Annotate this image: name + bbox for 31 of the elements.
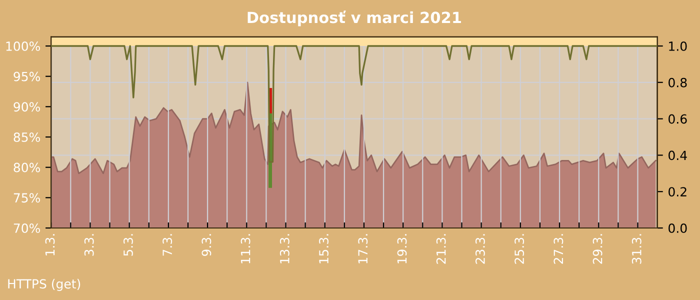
- x-tick-label: 7.3.: [162, 234, 172, 256]
- x-tick-label: 27.3.: [554, 234, 564, 264]
- x-tick-label: 31.3.: [632, 234, 642, 264]
- x-tick-label: 9.3.: [202, 234, 212, 256]
- y-tick-label: 80%: [14, 162, 40, 172]
- x-tick-label: 15.3.: [319, 234, 328, 264]
- x-tick-label: 21.3.: [436, 234, 446, 264]
- text: HTTPS (get): [8, 278, 80, 291]
- y-tick-label: 100%: [6, 41, 40, 51]
- y-tick-label: 90%: [14, 102, 40, 112]
- x-tick-label: 19.3.: [397, 234, 407, 264]
- y2-tick-label: 0.2: [668, 187, 686, 197]
- x-tick-label: 1.3.: [45, 234, 55, 256]
- y-tick-label: 75%: [14, 193, 40, 203]
- y2-tick-label: 0.8: [668, 78, 687, 88]
- x-tick-label: 17.3.: [358, 234, 368, 264]
- x-tick-label: 23.3.: [475, 234, 485, 264]
- x-tick-label: 13.3.: [280, 234, 290, 264]
- y-tick-label: 85%: [14, 132, 40, 142]
- x-tick-label: 25.3.: [514, 234, 524, 264]
- y2-tick-label: 0.6: [668, 114, 687, 124]
- y-tick-label: 95%: [14, 72, 40, 82]
- y-tick-label: 70%: [14, 223, 40, 233]
- x-tick-label: 11.3.: [240, 234, 250, 264]
- y2-tick-label: 0.0: [668, 223, 687, 233]
- x-tick-label: 3.3.: [84, 234, 94, 256]
- x-tick-label: 29.3.: [592, 234, 602, 264]
- chart-title: Dostupnosť v marci 2021: [248, 10, 461, 26]
- x-tick-label: 5.3.: [123, 234, 133, 256]
- y2-tick-label: 1.0: [669, 41, 687, 51]
- y2-tick-label: 0.4: [668, 150, 687, 160]
